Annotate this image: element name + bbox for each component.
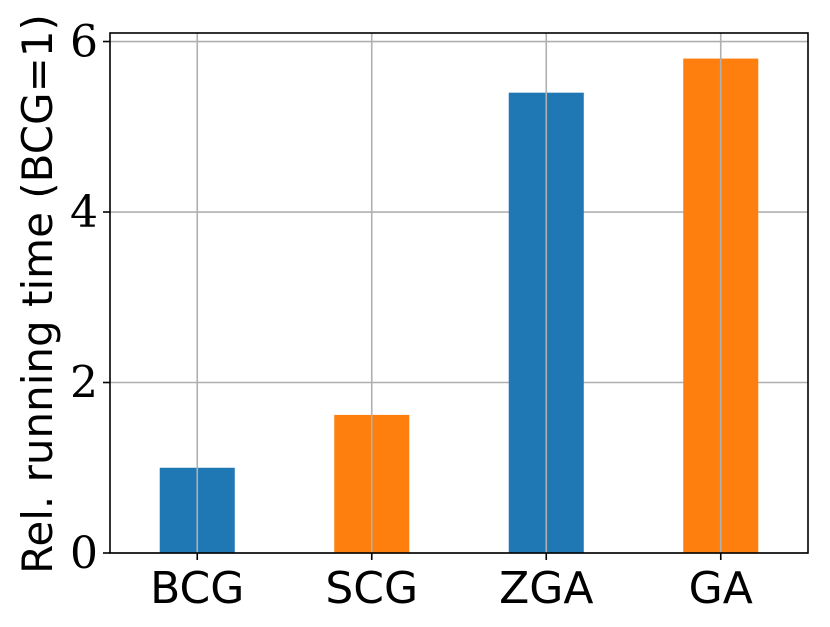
- x-tick-label-bcg: BCG: [150, 563, 244, 614]
- x-tick-label-scg: SCG: [325, 563, 418, 614]
- x-tick-label-zga: ZGA: [499, 563, 593, 614]
- bars: [159, 58, 759, 554]
- y-tick-label: 4: [70, 187, 98, 238]
- x-axis-ticks: BCG SCG ZGA GA: [150, 553, 753, 614]
- y-axis-label: Rel. running time (BCG=1): [13, 14, 62, 574]
- plot-frame: [109, 32, 809, 554]
- y-tick-label: 2: [70, 358, 98, 409]
- y-axis-ticks: 0 2 4 6: [70, 17, 110, 579]
- x-tick-label-ga: GA: [689, 563, 753, 614]
- y-tick-label: 6: [70, 17, 98, 68]
- y-tick-label: 0: [70, 528, 98, 579]
- vertical-grid-lines: [196, 33, 722, 553]
